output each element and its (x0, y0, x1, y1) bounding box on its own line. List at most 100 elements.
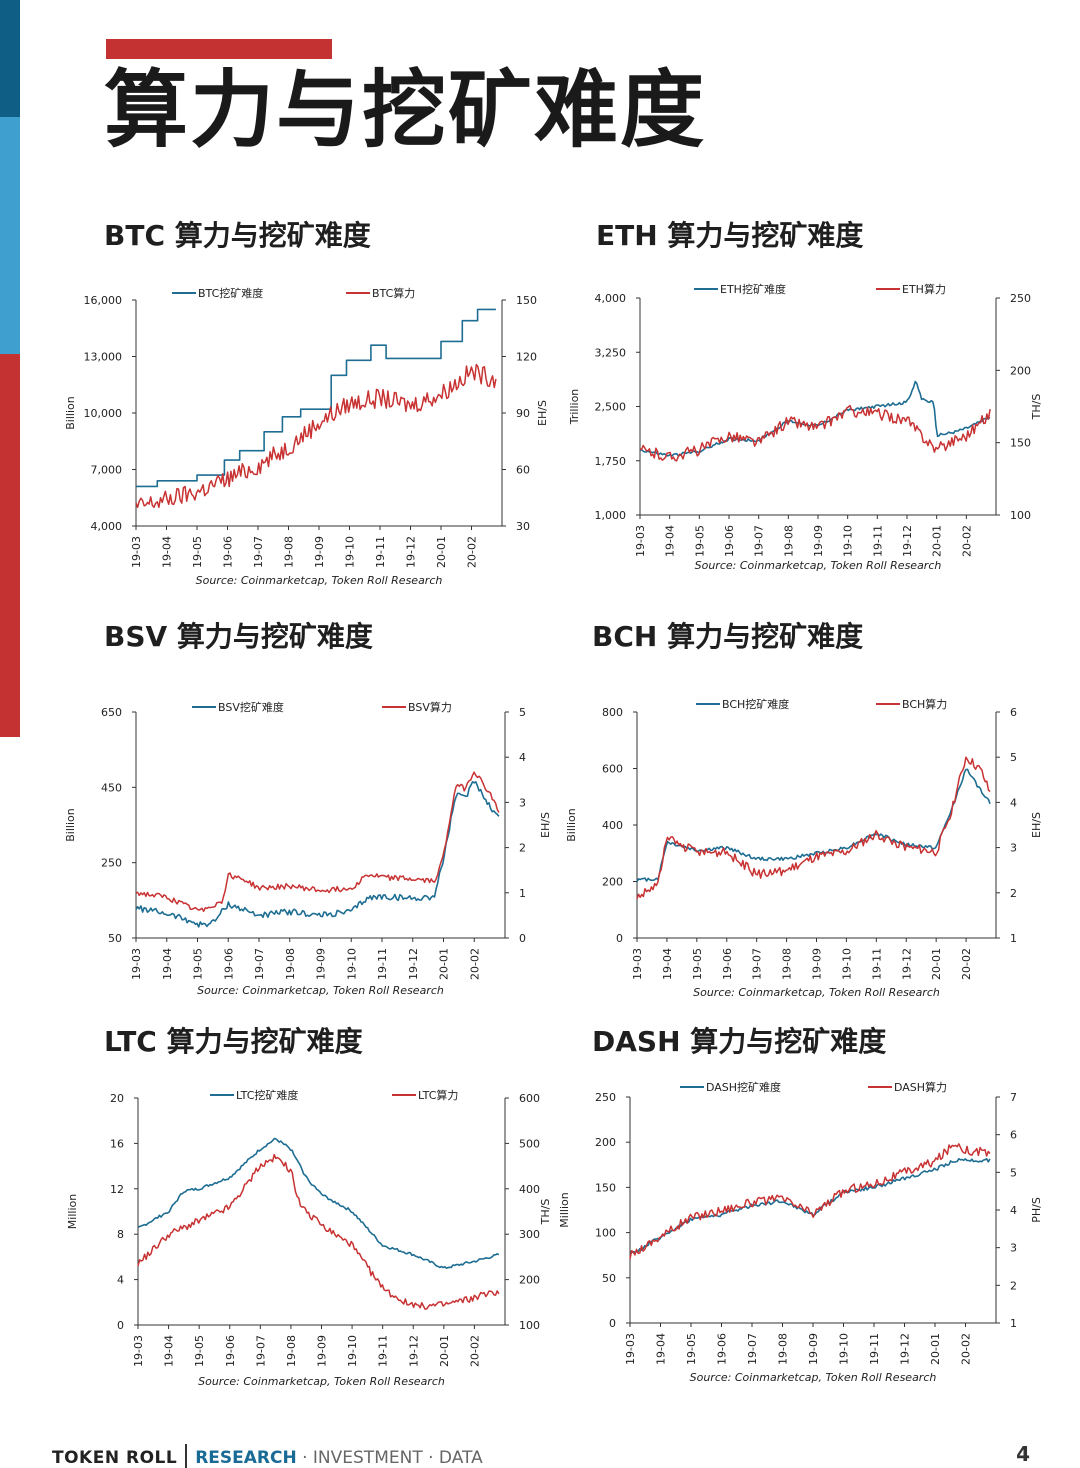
chart-title-btc: BTC 算力与挖矿难度 (104, 219, 371, 252)
x-tick-label: 19-06 (222, 536, 235, 568)
y-tick-label: 100 (595, 1227, 616, 1240)
y2-axis-title: EH/S (1030, 812, 1043, 838)
x-tick-label: 19-05 (685, 1333, 698, 1365)
legend-label: BTC算力 (372, 286, 415, 300)
x-tick-label: 19-08 (782, 525, 795, 557)
y-axis-title: Million (66, 1194, 79, 1229)
legend-label: ETH挖矿难度 (720, 282, 786, 296)
y-tick-label: 8 (117, 1228, 124, 1241)
x-tick-label: 19-11 (374, 536, 387, 568)
page-title: 算力与挖矿难度 (104, 61, 707, 159)
series-line-hashrate (639, 404, 991, 462)
y-tick-label: 0 (117, 1319, 124, 1332)
x-tick-label: 19-09 (812, 525, 825, 557)
x-tick-label: 19-03 (624, 1333, 637, 1365)
legend-label: BCH挖矿难度 (722, 697, 789, 711)
y2-tick-label: 2 (1010, 1279, 1017, 1292)
side-bar-red (0, 354, 20, 737)
y2-tick-label: 5 (1010, 751, 1017, 764)
x-tick-label: 19-07 (254, 1335, 267, 1367)
y2-axis-title: PH/S (1030, 1197, 1043, 1223)
y2-tick-label: 4 (519, 751, 526, 764)
y-tick-label: 7,000 (91, 464, 123, 477)
y2-tick-label: 5 (1010, 1166, 1017, 1179)
y-tick-label: 250 (101, 857, 122, 870)
legend-label: BSV算力 (408, 700, 452, 714)
legend-label: BCH算力 (902, 697, 947, 711)
footer-brand: TOKEN ROLL (52, 1448, 178, 1468)
x-tick-label: 19-06 (716, 1333, 729, 1365)
chart-source: Source: Coinmarketcap, Token Roll Resear… (198, 1375, 445, 1388)
x-tick-label: 19-12 (899, 1333, 912, 1365)
x-tick-label: 19-09 (811, 948, 824, 980)
y-tick-label: 4,000 (595, 292, 627, 305)
y2-tick-label: 400 (519, 1183, 540, 1196)
x-tick-label: 20-02 (960, 948, 973, 980)
x-tick-label: 19-12 (407, 948, 420, 980)
y2-tick-label: 500 (519, 1137, 540, 1150)
y2-tick-label: 6 (1010, 1129, 1017, 1142)
chart-source: Source: Coinmarketcap, Token Roll Resear… (196, 574, 443, 587)
x-tick-label: 19-08 (285, 1335, 298, 1367)
y2-tick-label: 4 (1010, 1204, 1017, 1217)
footer-divider (185, 1444, 188, 1468)
y2-tick-label: 6 (1010, 706, 1017, 719)
x-tick-label: 19-12 (405, 536, 418, 568)
side-bar-dark-blue (0, 0, 20, 117)
y-tick-label: 20 (110, 1092, 124, 1105)
y-tick-label: 50 (602, 1272, 616, 1285)
x-tick-label: 19-06 (224, 1335, 237, 1367)
chart-title-bch: BCH 算力与挖矿难度 (592, 620, 864, 653)
footer: TOKEN ROLL RESEARCH · INVESTMENT · DATA (52, 1444, 483, 1468)
x-tick-label: 19-04 (163, 1335, 176, 1367)
y-tick-label: 250 (595, 1091, 616, 1104)
side-bar-light-blue (0, 117, 20, 354)
y-tick-label: 4 (117, 1274, 124, 1287)
x-tick-label: 19-03 (631, 948, 644, 980)
x-tick-label: 19-10 (838, 1333, 851, 1365)
series-line-difficulty (135, 781, 500, 928)
y2-tick-label: 3 (1010, 842, 1017, 855)
y-axis-title: Billion (64, 808, 77, 842)
y2-tick-label: 30 (516, 520, 530, 533)
chart-source: Source: Coinmarketcap, Token Roll Resear… (695, 559, 942, 572)
x-tick-label: 19-10 (346, 1335, 359, 1367)
x-tick-label: 19-06 (721, 948, 734, 980)
y2-tick-label: 100 (519, 1319, 540, 1332)
footer-research: RESEARCH (195, 1448, 297, 1468)
x-tick-label: 19-09 (313, 536, 326, 568)
legend-label: DASH挖矿难度 (706, 1080, 781, 1094)
x-tick-label: 19-10 (840, 948, 853, 980)
y-axis-title: Billion (565, 808, 578, 842)
y2-tick-label: 90 (516, 407, 530, 420)
y2-tick-label: 2 (519, 842, 526, 855)
y-tick-label: 16,000 (84, 294, 123, 307)
x-tick-label: 19-06 (222, 948, 235, 980)
y2-tick-label: 1 (1010, 932, 1017, 945)
y-tick-label: 1,750 (595, 455, 627, 468)
chart-source: Source: Coinmarketcap, Token Roll Resear… (690, 1371, 937, 1384)
x-tick-label: 19-05 (693, 525, 706, 557)
y-tick-label: 150 (595, 1181, 616, 1194)
x-tick-label: 19-05 (691, 948, 704, 980)
x-tick-label: 19-06 (723, 525, 736, 557)
y2-tick-label: 5 (519, 706, 526, 719)
y-tick-label: 12 (110, 1183, 124, 1196)
series-line-hashrate (137, 1153, 500, 1310)
y-tick-label: 50 (108, 932, 122, 945)
y-tick-label: 0 (609, 1317, 616, 1330)
y-tick-label: 1,000 (595, 509, 627, 522)
x-tick-label: 20-01 (438, 1335, 451, 1367)
y2-tick-label: 150 (516, 294, 537, 307)
y-axis-title: Billion (64, 396, 77, 430)
x-tick-label: 19-04 (161, 948, 174, 980)
y-tick-label: 600 (602, 763, 623, 776)
x-tick-label: 19-11 (377, 1335, 390, 1367)
y2-axis-title: EH/S (539, 812, 552, 838)
x-tick-label: 20-01 (930, 948, 943, 980)
y2-tick-label: 3 (519, 796, 526, 809)
y-tick-label: 3,250 (595, 346, 627, 359)
x-tick-label: 19-09 (316, 1335, 329, 1367)
